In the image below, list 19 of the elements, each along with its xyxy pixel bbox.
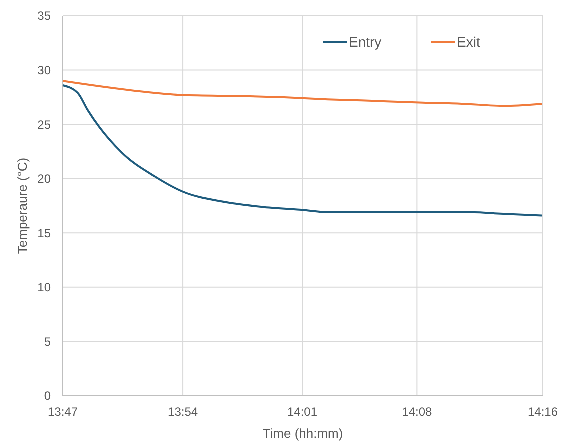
y-tick-label: 30 (38, 63, 52, 78)
x-tick-label: 14:08 (402, 405, 433, 419)
legend-label: Entry (349, 34, 382, 50)
legend-label: Exit (457, 34, 480, 50)
y-tick-label: 35 (38, 9, 52, 24)
y-tick-label: 25 (38, 118, 52, 132)
line-series (62, 84, 544, 217)
y-tick-label: 15 (38, 226, 52, 240)
y-tick-label: 5 (44, 334, 52, 349)
x-tick-label: 13:54 (168, 405, 198, 419)
line-series (62, 80, 544, 108)
x-tick-label: 13:47 (48, 405, 78, 419)
y-tick-label: 10 (38, 280, 52, 295)
x-tick-label: 14:16 (528, 405, 558, 419)
y-tick-label: 0 (44, 389, 52, 404)
y-tick-label: 20 (38, 172, 52, 186)
y-axis-title: Temperaure (°C) (15, 158, 30, 254)
x-axis-title: Time (hh:mm) (262, 426, 344, 441)
x-tick-label: 14:01 (287, 405, 318, 419)
